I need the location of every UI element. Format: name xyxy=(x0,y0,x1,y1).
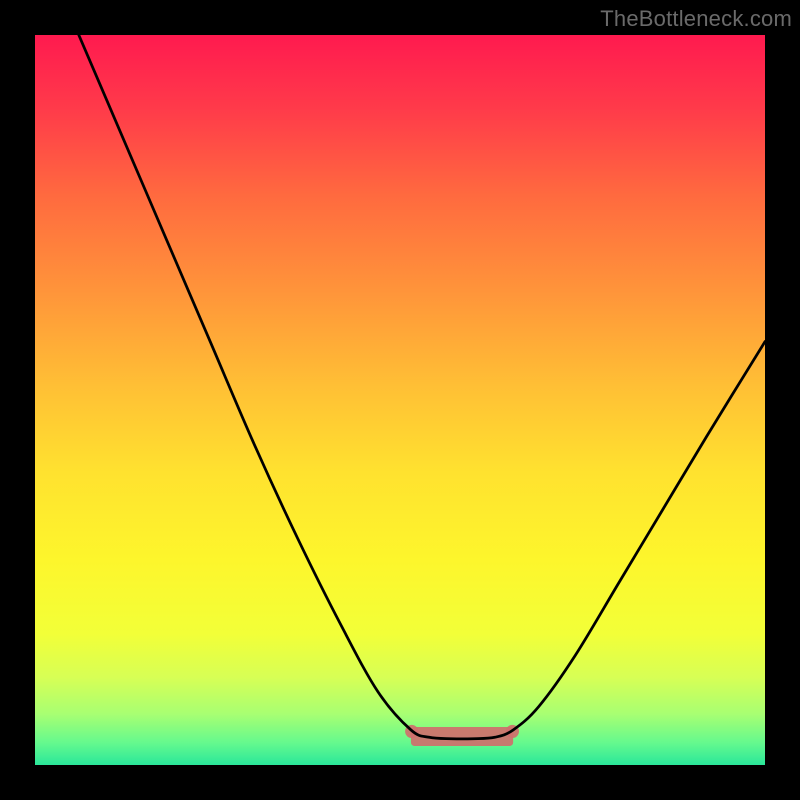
chart-stage: TheBottleneck.com xyxy=(0,0,800,800)
curve-layer xyxy=(35,35,765,765)
plot-area xyxy=(35,35,765,765)
main-v-curve xyxy=(79,35,765,739)
watermark: TheBottleneck.com xyxy=(600,6,792,32)
